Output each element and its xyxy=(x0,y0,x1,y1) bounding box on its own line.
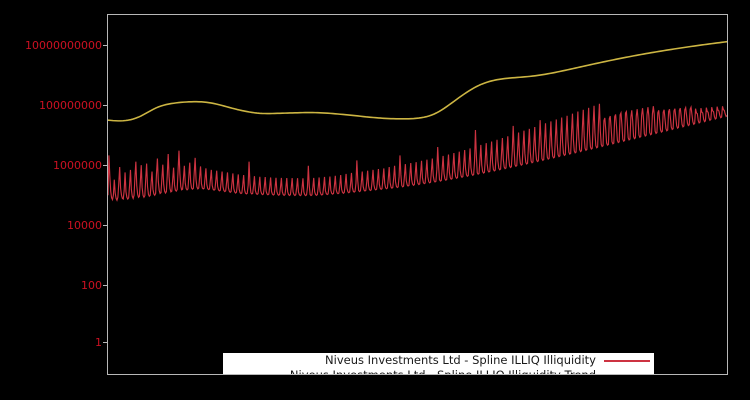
legend-entry-illiquidity-trend[interactable]: Niveus Investments Ltd - Spline ILLIQ Il… xyxy=(223,368,654,375)
y-tick-mark-4 xyxy=(103,285,107,286)
legend-label-illiquidity-trend: Niveus Investments Ltd - Spline ILLIQ Il… xyxy=(289,368,596,375)
plot-area: Niveus Investments Ltd - Spline ILLIQ Il… xyxy=(107,14,728,375)
y-axis-label-group: 10000000000 100000000 1000000 10000 100 … xyxy=(0,0,102,400)
line-swatch-illiquidity-trend xyxy=(604,370,650,374)
y-tick-label-0: 10000000000 xyxy=(25,39,102,52)
y-tick-mark-2 xyxy=(103,165,107,166)
y-tick-label-4: 100 xyxy=(81,279,102,292)
legend-label-illiquidity: Niveus Investments Ltd - Spline ILLIQ Il… xyxy=(325,353,596,367)
y-tick-mark-3 xyxy=(103,225,107,226)
line-swatch-illiquidity xyxy=(604,355,650,366)
legend-entry-illiquidity[interactable]: Niveus Investments Ltd - Spline ILLIQ Il… xyxy=(223,353,654,368)
y-tick-label-3: 10000 xyxy=(67,219,102,232)
chart-legend: Niveus Investments Ltd - Spline ILLIQ Il… xyxy=(223,353,654,375)
y-tick-mark-5 xyxy=(103,342,107,343)
series-canvas xyxy=(108,40,727,202)
line-series-illiquidity-trend xyxy=(108,40,727,122)
y-tick-label-5: 1 xyxy=(95,336,102,349)
y-tick-mark-1 xyxy=(103,105,107,106)
line-series-illiquidity xyxy=(108,103,727,202)
y-tick-label-2: 1000000 xyxy=(53,159,102,172)
y-tick-label-1: 100000000 xyxy=(39,99,102,112)
y-tick-mark-0 xyxy=(103,45,107,46)
